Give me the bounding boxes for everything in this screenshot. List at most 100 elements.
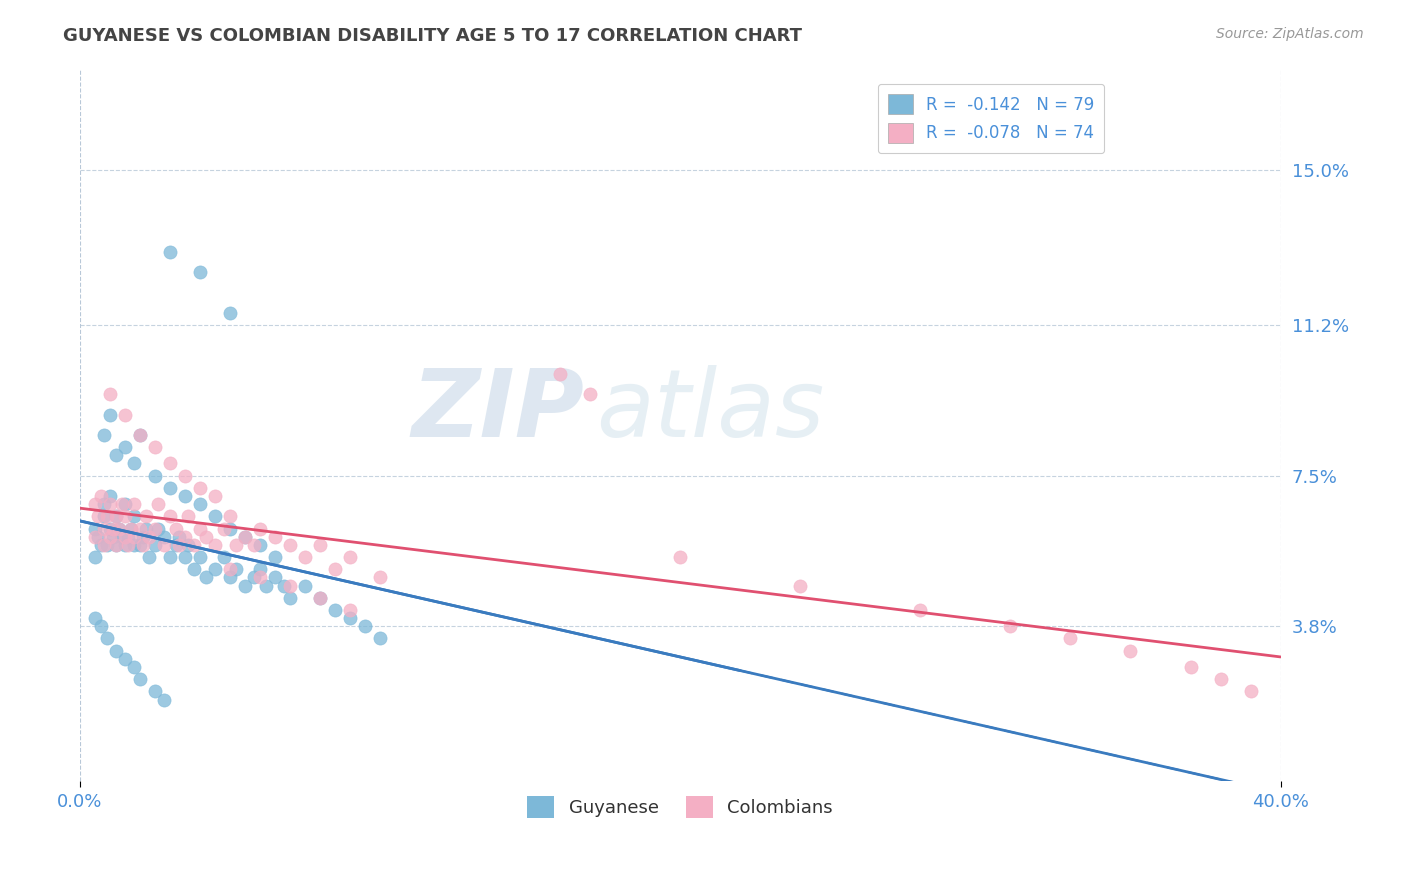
Point — [83, 497, 105, 511]
Point — [83, 530, 105, 544]
Text: Source: ZipAtlas.com: Source: ZipAtlas.com — [1216, 27, 1364, 41]
Point — [165, 522, 187, 536]
Point — [309, 591, 332, 605]
Point — [309, 591, 332, 605]
Point — [1000, 619, 1022, 633]
Point — [98, 522, 121, 536]
Legend: Guyanese, Colombians: Guyanese, Colombians — [520, 789, 841, 825]
Point — [323, 603, 346, 617]
Point — [159, 509, 181, 524]
Point — [129, 522, 152, 536]
Point — [132, 530, 155, 544]
Point — [96, 538, 118, 552]
Point — [111, 530, 134, 544]
Point — [129, 672, 152, 686]
Point — [368, 570, 391, 584]
Point — [233, 578, 256, 592]
Point — [174, 489, 197, 503]
Point — [122, 509, 145, 524]
Point — [135, 522, 157, 536]
Text: GUYANESE VS COLOMBIAN DISABILITY AGE 5 TO 17 CORRELATION CHART: GUYANESE VS COLOMBIAN DISABILITY AGE 5 T… — [63, 27, 803, 45]
Point — [104, 538, 127, 552]
Point — [143, 684, 166, 698]
Point — [212, 522, 235, 536]
Point — [138, 530, 160, 544]
Point — [132, 538, 155, 552]
Point — [219, 522, 242, 536]
Point — [129, 428, 152, 442]
Point — [910, 603, 932, 617]
Point — [188, 481, 211, 495]
Point — [204, 509, 226, 524]
Point — [278, 591, 301, 605]
Point — [204, 538, 226, 552]
Point — [122, 660, 145, 674]
Point — [120, 522, 142, 536]
Point — [188, 522, 211, 536]
Point — [143, 522, 166, 536]
Point — [93, 522, 115, 536]
Point — [219, 570, 242, 584]
Point — [249, 522, 271, 536]
Point — [93, 509, 115, 524]
Point — [204, 562, 226, 576]
Point — [294, 550, 316, 565]
Point — [117, 538, 139, 552]
Point — [1180, 660, 1202, 674]
Point — [323, 562, 346, 576]
Point — [273, 578, 295, 592]
Point — [114, 538, 136, 552]
Point — [177, 538, 200, 552]
Point — [135, 509, 157, 524]
Point — [188, 550, 211, 565]
Point — [101, 522, 124, 536]
Point — [294, 578, 316, 592]
Point — [104, 509, 127, 524]
Point — [1059, 632, 1081, 646]
Point — [104, 538, 127, 552]
Point — [138, 550, 160, 565]
Point — [243, 570, 266, 584]
Point — [108, 522, 131, 536]
Point — [104, 643, 127, 657]
Point — [212, 550, 235, 565]
Point — [579, 387, 602, 401]
Point — [278, 578, 301, 592]
Point — [146, 497, 169, 511]
Point — [188, 265, 211, 279]
Point — [98, 408, 121, 422]
Point — [249, 562, 271, 576]
Point — [204, 489, 226, 503]
Point — [183, 538, 205, 552]
Point — [146, 522, 169, 536]
Point — [114, 497, 136, 511]
Point — [264, 570, 287, 584]
Point — [1209, 672, 1232, 686]
Point — [309, 538, 332, 552]
Point — [111, 497, 134, 511]
Point — [96, 632, 118, 646]
Point — [167, 538, 190, 552]
Point — [165, 538, 187, 552]
Point — [339, 550, 361, 565]
Point — [98, 497, 121, 511]
Point — [114, 440, 136, 454]
Point — [219, 562, 242, 576]
Point — [153, 692, 176, 706]
Point — [90, 538, 112, 552]
Point — [789, 578, 811, 592]
Text: atlas: atlas — [596, 365, 824, 456]
Point — [143, 440, 166, 454]
Point — [368, 632, 391, 646]
Point — [174, 468, 197, 483]
Point — [167, 530, 190, 544]
Point — [143, 538, 166, 552]
Point — [104, 509, 127, 524]
Point — [129, 428, 152, 442]
Point — [93, 497, 115, 511]
Point — [83, 611, 105, 625]
Point — [354, 619, 377, 633]
Point — [101, 530, 124, 544]
Point — [122, 457, 145, 471]
Point — [194, 570, 217, 584]
